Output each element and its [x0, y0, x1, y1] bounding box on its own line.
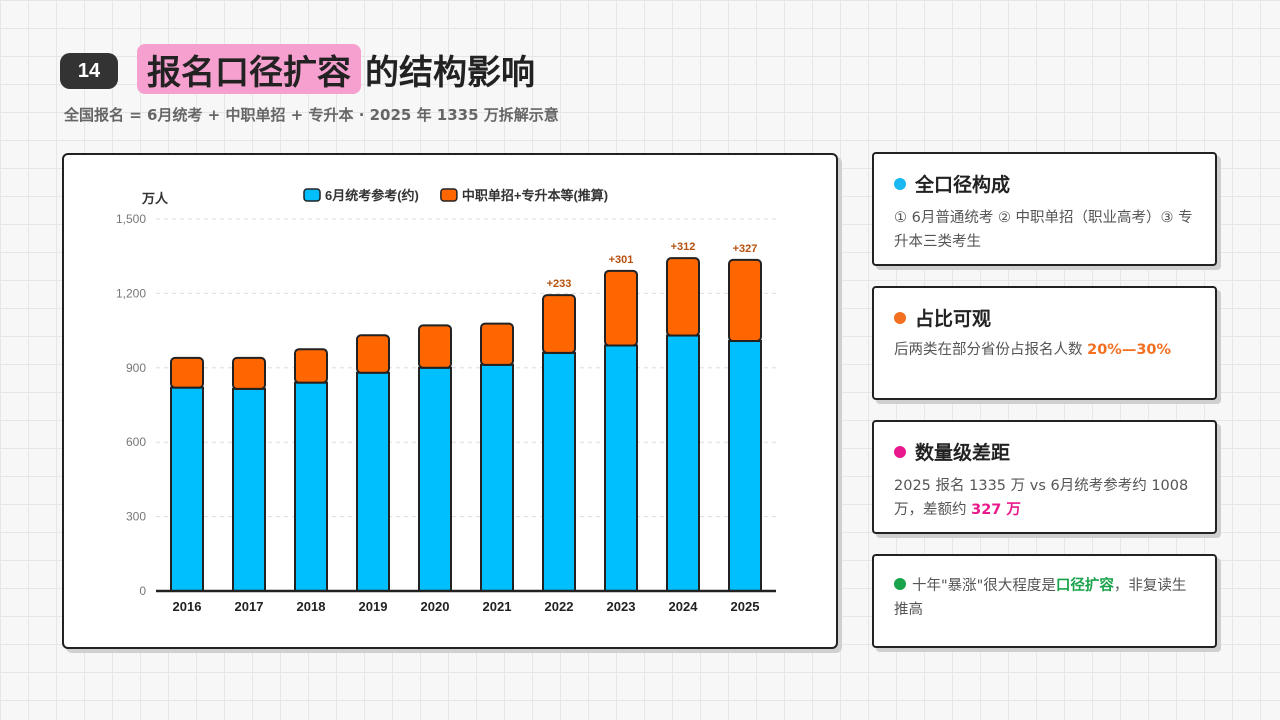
page-title: 报名口径扩容 的结构影响 [137, 43, 535, 95]
bullet-dot-icon [894, 177, 906, 190]
x-tick-label: 2024 [669, 599, 699, 614]
card-body-text: 十年"暴涨"很大程度是 [912, 578, 1056, 594]
bar-segment [294, 348, 328, 384]
bar-segment [604, 344, 638, 592]
card-share: 占比可观 后两类在部分省份占报名人数 20%—30% [872, 286, 1217, 400]
bar-segment [728, 340, 762, 592]
bar-annotation: +327 [733, 243, 758, 255]
gap-highlight: 327 万 [971, 502, 1021, 518]
bar-segment [170, 386, 204, 592]
x-tick-label: 2022 [545, 599, 574, 614]
legend-label: 中职单招+专升本等(推算) [462, 188, 608, 203]
card-heading: 全口径构成 [915, 174, 1011, 196]
bullet-dot-icon [894, 578, 906, 590]
x-tick-label: 2017 [235, 599, 264, 614]
bar-segment [480, 363, 514, 592]
bar-segment [666, 257, 700, 337]
y-tick-label: 1,500 [116, 212, 146, 226]
bar-segment [294, 381, 328, 592]
bar-segment [232, 387, 266, 592]
bar-annotation: +233 [547, 278, 572, 290]
bar-segment [666, 334, 700, 592]
x-tick-label: 2025 [731, 599, 760, 614]
page-subtitle: 全国报名 = 6月统考 + 中职单招 + 专升本 · 2025 年 1335 万… [64, 106, 559, 124]
card-conclusion: 十年"暴涨"很大程度是口径扩容，非复读生推高 [872, 554, 1217, 648]
y-tick-label: 600 [126, 435, 146, 449]
bar-segment [418, 324, 452, 369]
card-body: ① 6月普通统考 ② 中职单招（职业高考）③ 专升本三类考生 [894, 210, 1193, 250]
y-axis-label: 万人 [141, 191, 169, 206]
title-rest: 的结构影响 [365, 52, 535, 93]
y-tick-label: 1,200 [116, 286, 146, 300]
card-gap: 数量级差距 2025 报名 1335 万 vs 6月统考参考约 1008 万，差… [872, 420, 1217, 534]
y-tick-label: 300 [126, 510, 146, 524]
card-heading: 数量级差距 [915, 442, 1011, 464]
page-number-badge: 14 [60, 53, 118, 89]
x-tick-label: 2020 [421, 599, 450, 614]
card-body: 2025 报名 1335 万 vs 6月统考参考约 1008 万，差额约 327… [894, 474, 1195, 522]
bar-annotation: +312 [671, 241, 696, 253]
y-tick-label: 900 [126, 361, 146, 375]
card-body: 后两类在部分省份占报名人数 20%—30% [894, 338, 1195, 362]
chart-card: 0 300 600 900 1,200 1,500 万人 6月统考参考(约) 中职单招+专升本等… [62, 153, 838, 649]
bar-segment [356, 371, 390, 592]
title-highlight: 报名口径扩容 [137, 44, 361, 94]
card-body: 十年"暴涨"很大程度是口径扩容，非复读生推高 [894, 574, 1195, 622]
x-tick-label: 2016 [173, 599, 202, 614]
bar-annotation: +301 [609, 254, 634, 266]
bar-segment [480, 322, 514, 366]
share-percent-highlight: 20%—30% [1087, 342, 1172, 358]
bar-segment [604, 269, 638, 347]
x-tick-label: 2018 [297, 599, 326, 614]
legend-label: 6月统考参考(约) [325, 188, 419, 203]
x-tick-label: 2021 [483, 599, 512, 614]
card-body-text-suffix: ，非复读生推高 [894, 578, 1187, 618]
bar-segment [542, 294, 576, 354]
bar-segment [232, 356, 266, 390]
x-tick-label: 2023 [607, 599, 636, 614]
legend-swatch [303, 188, 321, 202]
bar-segment [170, 356, 204, 389]
conclusion-highlight: 口径扩容 [1055, 578, 1114, 594]
bar-segment [542, 351, 576, 592]
card-body-text: 后两类在部分省份占报名人数 [894, 342, 1088, 358]
y-tick-label: 0 [139, 584, 146, 598]
stacked-bar-chart: 0 300 600 900 1,200 1,500 万人 6月统考参考(约) 中职单招+专升本等… [116, 188, 776, 614]
x-tick-label: 2019 [359, 599, 388, 614]
bar-segment [728, 258, 762, 343]
card-body-text: 2025 报名 1335 万 vs 6月统考参考约 1008 万，差额约 [894, 478, 1189, 518]
bullet-dot-icon [894, 445, 906, 458]
bar-segment [356, 334, 390, 374]
card-heading: 占比可观 [915, 308, 992, 330]
legend-swatch [440, 188, 458, 202]
card-composition: 全口径构成 ① 6月普通统考 ② 中职单招（职业高考）③ 专升本三类考生 [872, 152, 1217, 266]
bullet-dot-icon [894, 311, 906, 324]
bar-segment [418, 366, 452, 592]
